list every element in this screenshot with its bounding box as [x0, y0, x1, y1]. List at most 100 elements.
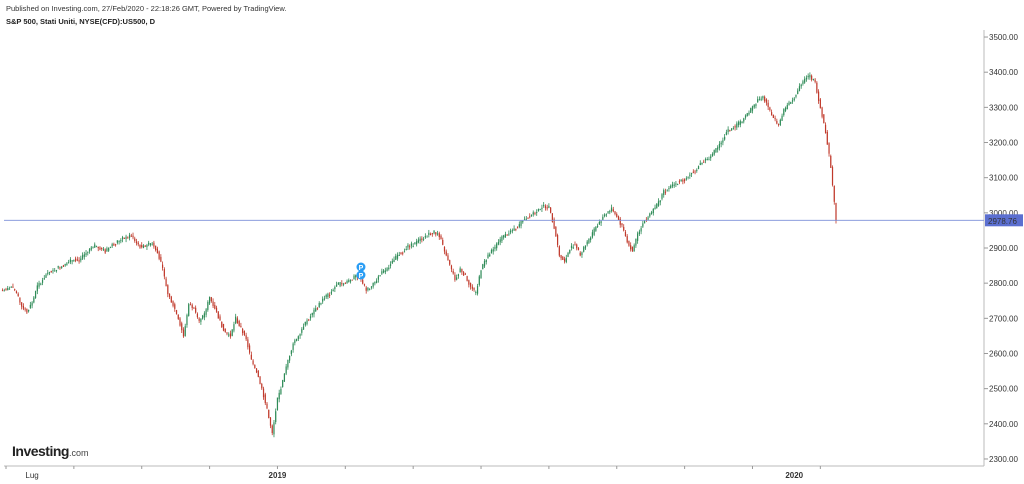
candle-body: [257, 371, 259, 377]
candle-body: [760, 98, 762, 100]
candle-body: [443, 246, 446, 252]
candle-body: [419, 238, 421, 241]
candle-body: [546, 207, 548, 209]
candle-body: [642, 223, 644, 227]
candle-body: [101, 248, 103, 249]
candle-body: [388, 267, 390, 270]
candle-body: [743, 118, 745, 122]
candle-body: [457, 274, 460, 277]
candle-body: [287, 359, 289, 368]
candle-body: [255, 368, 258, 373]
candle-body: [196, 313, 199, 318]
candle-body: [149, 243, 152, 246]
candle-body: [341, 283, 343, 285]
candle-body: [438, 233, 440, 238]
candle-body: [247, 339, 249, 348]
candle-body: [172, 301, 174, 306]
candle-body: [81, 255, 84, 259]
y-tick-label: 2600.00: [989, 349, 1018, 358]
candle-body: [146, 245, 148, 247]
candle-body: [175, 310, 178, 315]
candle-body: [217, 311, 219, 319]
candle-body: [224, 328, 226, 332]
candle-body: [661, 194, 663, 199]
candle-body: [55, 269, 58, 271]
candle-body: [534, 212, 536, 214]
candle-body: [480, 270, 482, 279]
candle-body: [102, 248, 105, 250]
candle-body: [219, 316, 221, 321]
candle-body: [113, 243, 115, 246]
candle-body: [316, 308, 319, 310]
candle-body: [327, 293, 329, 297]
candle-body: [518, 224, 520, 227]
candle-body: [290, 350, 292, 355]
candle-body: [786, 105, 788, 110]
candle-body: [595, 226, 597, 231]
candle-body: [701, 163, 703, 165]
candle-body: [26, 309, 28, 313]
candle-body: [374, 281, 376, 284]
candle-body: [711, 153, 714, 157]
candle-body: [71, 260, 73, 262]
candle-body: [737, 122, 740, 125]
candle-body: [556, 235, 559, 245]
candle-body: [753, 104, 755, 108]
candle-body: [476, 286, 479, 294]
candle-body: [494, 246, 496, 249]
candle-body: [245, 335, 247, 340]
candle-body: [205, 309, 207, 315]
candle-body: [771, 112, 773, 116]
candle-body: [158, 251, 160, 259]
candle-body: [259, 376, 261, 384]
candle-body: [550, 207, 552, 213]
candle-body: [7, 288, 9, 291]
candle-body: [17, 293, 19, 297]
candle-body: [537, 209, 540, 212]
candle-body: [673, 184, 675, 186]
candle-body: [475, 292, 477, 294]
candle-body: [567, 252, 569, 257]
candle-body: [318, 302, 320, 308]
candle-body: [544, 205, 547, 209]
y-tick-label: 3200.00: [989, 139, 1018, 148]
candle-body: [631, 246, 634, 252]
candle-body: [513, 228, 515, 231]
candle-body: [757, 99, 759, 103]
candle-body: [482, 264, 484, 270]
candle-body: [189, 304, 192, 306]
candle-body: [191, 304, 193, 308]
candle-body: [805, 77, 808, 80]
candle-body: [819, 99, 821, 109]
y-tick-label: 3000.00: [989, 209, 1018, 218]
candle-body: [344, 283, 346, 285]
candle-body: [452, 271, 454, 274]
candle-body: [551, 213, 553, 222]
candle-body: [161, 264, 164, 268]
candle-body: [720, 142, 722, 145]
candle-body: [730, 128, 733, 131]
candle-body: [563, 258, 566, 262]
candle-body: [807, 75, 809, 78]
candle-body: [788, 102, 790, 105]
candle-body: [8, 288, 11, 290]
candle-body: [605, 214, 607, 216]
candle-body: [179, 318, 181, 326]
y-tick-label: 2700.00: [989, 314, 1018, 323]
candle-body: [104, 249, 106, 253]
candle-body: [370, 286, 373, 288]
candle-body: [624, 231, 627, 237]
logo-suffix: .com: [68, 448, 89, 458]
candle-body: [791, 100, 794, 102]
candle-body: [355, 275, 357, 278]
candle-body: [320, 303, 322, 305]
candle-body: [729, 130, 731, 132]
candle-body: [212, 301, 214, 307]
candle-body: [536, 212, 538, 214]
candle-body: [816, 82, 818, 93]
candle-body: [647, 217, 649, 220]
candle-body: [19, 297, 21, 303]
candle-body: [506, 234, 508, 236]
candle-body: [588, 238, 590, 243]
